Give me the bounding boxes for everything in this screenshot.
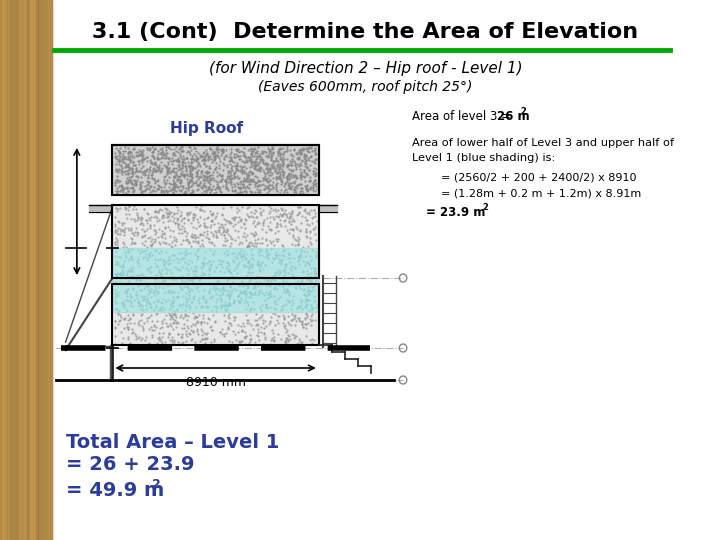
Bar: [89, 205, 112, 212]
Text: 26 m: 26 m: [497, 111, 529, 124]
Text: 3.1 (Cont)  Determine the Area of Elevation: 3.1 (Cont) Determine the Area of Elevati…: [92, 22, 639, 42]
Text: Hip Roof: Hip Roof: [170, 120, 243, 136]
Text: (for Wind Direction 2 – Hip roof - Level 1): (for Wind Direction 2 – Hip roof - Level…: [209, 60, 523, 76]
Bar: [112, 248, 319, 312]
Text: 2: 2: [521, 107, 526, 117]
Bar: [112, 145, 319, 195]
Bar: [112, 312, 319, 345]
Text: (Eaves 600mm, roof pitch 25°): (Eaves 600mm, roof pitch 25°): [258, 80, 473, 94]
Bar: [319, 205, 338, 212]
Text: Level 1 (blue shading) is:: Level 1 (blue shading) is:: [413, 153, 556, 163]
Text: 8910 mm: 8910 mm: [186, 375, 246, 388]
Bar: [112, 284, 319, 345]
Text: = (1.28m + 0.2 m + 1.2m) x 8.91m: = (1.28m + 0.2 m + 1.2m) x 8.91m: [441, 188, 641, 198]
Bar: [112, 205, 319, 248]
Bar: [112, 205, 319, 278]
Bar: [112, 145, 319, 195]
Text: Total Area – Level 1: Total Area – Level 1: [66, 433, 279, 451]
Text: = 49.9 m: = 49.9 m: [66, 481, 164, 500]
Text: = 23.9 m: = 23.9 m: [426, 206, 486, 219]
Text: 2: 2: [482, 202, 489, 212]
Text: Area of level 3 =: Area of level 3 =: [413, 111, 516, 124]
Text: = 26 + 23.9: = 26 + 23.9: [66, 456, 194, 475]
Text: 2: 2: [152, 477, 161, 490]
Bar: [0, 0, 52, 540]
Text: Area of lower half of Level 3 and upper half of: Area of lower half of Level 3 and upper …: [413, 138, 675, 148]
Text: = (2560/2 + 200 + 2400/2) x 8910: = (2560/2 + 200 + 2400/2) x 8910: [441, 172, 636, 182]
